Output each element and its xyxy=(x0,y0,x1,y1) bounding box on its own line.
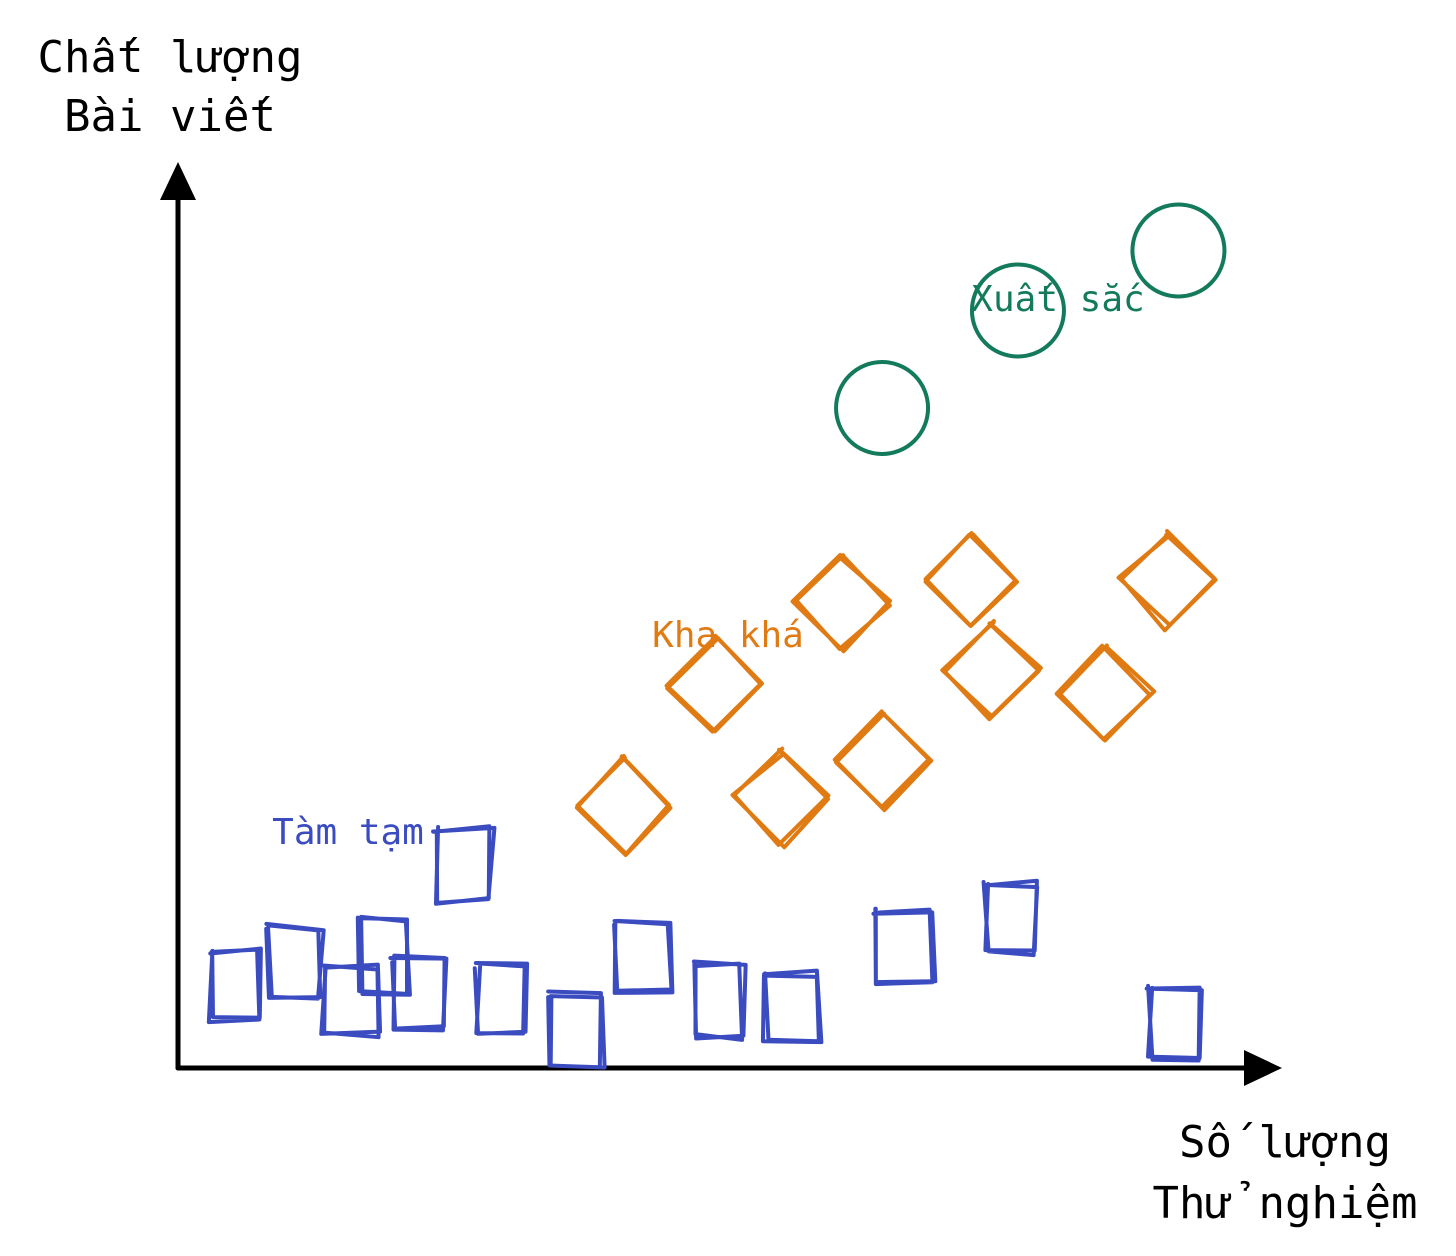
point-diamond-8 xyxy=(1054,643,1157,743)
x-axis-label-line1: Số lượng xyxy=(1179,1117,1391,1168)
point-square-11 xyxy=(760,968,824,1045)
point-square-9 xyxy=(612,918,675,995)
point-square-4 xyxy=(355,914,412,997)
point-diamond-4 xyxy=(790,552,893,654)
point-square-13 xyxy=(981,878,1040,958)
y-axis-label-line2: Bài viết xyxy=(64,91,276,142)
point-circle-1 xyxy=(834,360,931,456)
point-diamond-5 xyxy=(832,709,934,813)
point-square-6 xyxy=(431,824,497,906)
y-axis-arrow xyxy=(160,162,196,200)
point-square-7 xyxy=(472,961,530,1036)
point-circle-2 xyxy=(969,262,1066,359)
point-square-2 xyxy=(264,921,326,1001)
point-square-1 xyxy=(206,946,263,1025)
point-diamond-9 xyxy=(1116,529,1218,633)
point-square-8 xyxy=(546,989,607,1070)
point-circle-3 xyxy=(1130,202,1227,299)
x-axis-label-line2: Thử nghiệm xyxy=(1153,1178,1418,1229)
point-diamond-7 xyxy=(940,619,1043,722)
point-square-3 xyxy=(319,962,383,1040)
data-marks xyxy=(206,202,1227,1070)
point-diamond-2 xyxy=(664,633,764,734)
y-axis-label-line1: Chất lượng xyxy=(38,32,303,83)
series-label-tam-tam: Tàm tạm xyxy=(272,812,424,853)
point-square-10 xyxy=(691,959,748,1042)
x-axis-arrow xyxy=(1244,1050,1282,1086)
point-square-14 xyxy=(1144,983,1204,1063)
point-diamond-3 xyxy=(730,746,831,850)
point-square-12 xyxy=(871,906,938,987)
point-diamond-6 xyxy=(923,531,1020,629)
point-square-5 xyxy=(388,953,449,1033)
point-diamond-1 xyxy=(574,754,673,858)
